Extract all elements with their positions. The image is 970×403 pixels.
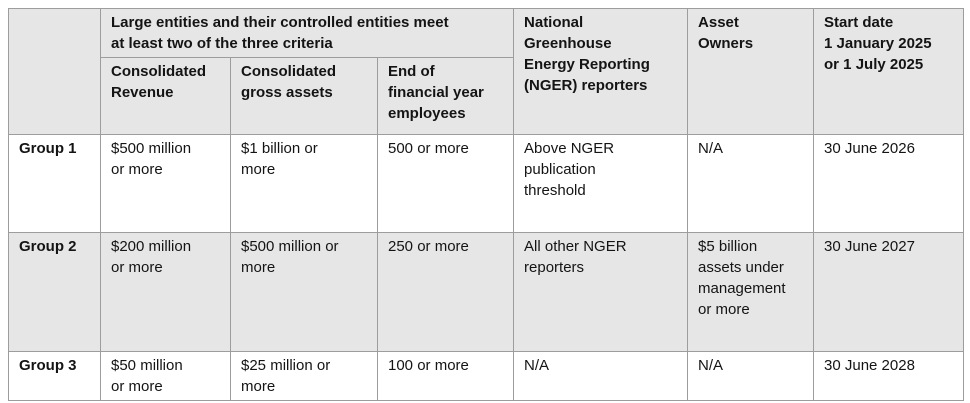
cell-group1-asset-owners: N/A bbox=[687, 134, 815, 233]
header-consolidated-revenue: Consolidated Revenue bbox=[100, 57, 231, 135]
header-nger-reporters: National Greenhouse Energy Reporting (NG… bbox=[513, 8, 689, 135]
cell-group2-asset-owners: $5 billion assets under management or mo… bbox=[687, 232, 815, 352]
cell-group3-start-date: 30 June 2028 bbox=[813, 351, 965, 401]
cell-group2-gross-assets: $500 million or more bbox=[230, 232, 378, 352]
row-label-group-1: Group 1 bbox=[8, 134, 101, 233]
header-asset-owners: Asset Owners bbox=[687, 8, 815, 135]
corner-cell bbox=[8, 8, 101, 135]
cell-group3-employees: 100 or more bbox=[376, 351, 515, 401]
header-row-top: Large entities and their controlled enti… bbox=[8, 8, 965, 135]
cell-group3-consolidated-revenue: $50 million or more bbox=[100, 351, 231, 401]
cell-group1-gross-assets: $1 billion or more bbox=[230, 134, 378, 233]
table-row-group-1: Group 1 $500 million or more $1 billion … bbox=[8, 134, 965, 233]
cell-group3-gross-assets: $25 million or more bbox=[230, 351, 378, 401]
table-row-group-2: Group 2 $200 million or more $500 millio… bbox=[8, 232, 965, 352]
cell-group1-consolidated-revenue: $500 million or more bbox=[100, 134, 231, 233]
cell-group2-start-date: 30 June 2027 bbox=[813, 232, 965, 352]
reporting-groups-table: Large entities and their controlled enti… bbox=[8, 8, 965, 401]
cell-group2-consolidated-revenue: $200 million or more bbox=[100, 232, 231, 352]
cell-group3-nger: N/A bbox=[513, 351, 689, 401]
cell-group1-start-date: 30 June 2026 bbox=[813, 134, 965, 233]
cell-group3-asset-owners: N/A bbox=[687, 351, 815, 401]
cell-group2-employees: 250 or more bbox=[376, 232, 515, 352]
table-row-group-3: Group 3 $50 million or more $25 million … bbox=[8, 351, 965, 401]
cell-group1-nger: Above NGER publication threshold bbox=[513, 134, 689, 233]
cell-group2-nger: All other NGER reporters bbox=[513, 232, 689, 352]
header-fy-employees: End of financial year employees bbox=[376, 57, 515, 135]
header-consolidated-gross-assets: Consolidated gross assets bbox=[230, 57, 378, 135]
header-criteria-group: Large entities and their controlled enti… bbox=[99, 8, 515, 58]
row-label-group-3: Group 3 bbox=[8, 351, 101, 401]
header-start-date: Start date 1 January 2025 or 1 July 2025 bbox=[813, 8, 965, 135]
cell-group1-employees: 500 or more bbox=[376, 134, 515, 233]
header-row-sub: Consolidated Revenue Consolidated gross … bbox=[9, 57, 964, 135]
row-label-group-2: Group 2 bbox=[8, 232, 101, 352]
